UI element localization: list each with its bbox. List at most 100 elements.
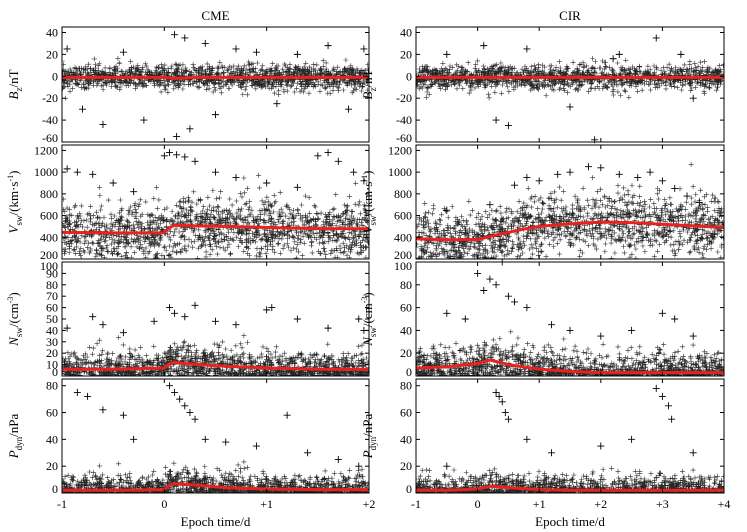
outlier-point	[689, 94, 697, 102]
y-tick-label: 100	[40, 259, 58, 273]
outlier-point	[263, 306, 271, 314]
panel-cir-row-0: -60 -40 -20 0 20 40 Bz/nT	[360, 25, 725, 145]
outlier-point	[304, 449, 312, 457]
x-tick-label: +2	[594, 497, 607, 511]
y-tick-label: 40	[400, 323, 412, 337]
panel-frame	[415, 378, 725, 494]
outlier-point	[63, 165, 71, 173]
outlier-point	[597, 332, 605, 340]
outlier-point	[165, 149, 173, 157]
outlier-point	[683, 192, 691, 200]
mean-line	[62, 223, 369, 235]
outlier-point	[504, 415, 512, 423]
y-tick-label: -40	[396, 113, 412, 127]
outlier-point	[501, 409, 509, 417]
panel-cir-row-2: 0 20 40 60 80 100 Nsw/(cm-3)	[360, 258, 725, 379]
panel-cme-row-1: 200 400 600 800 1000 1200 Vsw/(km·s-1)	[6, 143, 370, 262]
y-axis-label: Pdyn/nPa	[6, 413, 24, 459]
x-tick-label: +4	[718, 497, 731, 511]
y-tick-label: 200	[40, 248, 58, 262]
outlier-point	[554, 170, 562, 178]
y-tick-label: 30	[46, 335, 58, 349]
outlier-point	[191, 157, 199, 165]
mean-line	[416, 358, 724, 375]
outlier-point	[658, 177, 666, 185]
outlier-point	[597, 442, 605, 450]
outlier-point	[314, 152, 322, 160]
outlier-point	[99, 120, 107, 128]
outlier-point	[109, 179, 117, 187]
column-title-cme: CME	[201, 8, 229, 23]
outlier-point	[232, 321, 240, 329]
outlier-point	[130, 435, 138, 443]
mean-line	[416, 484, 724, 492]
outlier-point	[176, 395, 184, 403]
outlier-point	[334, 455, 342, 463]
outlier-point	[212, 111, 219, 119]
y-tick-label: 200	[394, 248, 412, 262]
mean-line	[62, 75, 369, 80]
y-tick-label: 100	[394, 259, 412, 273]
outlier-point	[293, 183, 301, 191]
y-tick-label: 40	[46, 25, 58, 39]
outlier-point	[84, 392, 92, 400]
x-tick-label: 0	[161, 497, 167, 511]
outlier-point	[186, 125, 194, 133]
outlier-point	[523, 304, 531, 312]
scatter-cloud	[416, 161, 724, 259]
panel-frame	[61, 26, 370, 143]
outlier-point	[165, 304, 173, 312]
outlier-point	[668, 415, 676, 423]
scatter-cloud	[416, 329, 724, 376]
outlier-point	[324, 149, 332, 157]
mean-line	[62, 482, 369, 492]
y-tick-label: 0	[406, 482, 412, 496]
y-tick-label: 20	[46, 47, 58, 61]
outlier-point	[181, 313, 189, 321]
outlier-point	[181, 34, 189, 42]
outlier-point	[615, 170, 623, 178]
outlier-point	[99, 406, 107, 414]
outlier-point	[689, 449, 697, 457]
outlier-point	[665, 402, 673, 410]
y-tick-label: 40	[46, 323, 58, 337]
y-tick-label: 1200	[388, 143, 412, 157]
y-tick-label: 80	[400, 278, 412, 292]
y-axis-label: Vsw/(km·s-1)	[6, 171, 24, 234]
y-axis-label: Nsw/(cm-3)	[360, 292, 378, 347]
outlier-point	[480, 287, 488, 294]
outlier-point	[268, 304, 276, 312]
outlier-point	[535, 177, 543, 185]
outlier-point	[73, 388, 81, 396]
outlier-point	[652, 34, 660, 42]
panel-frame	[415, 26, 725, 143]
outlier-point	[201, 435, 209, 443]
y-tick-label: 800	[394, 187, 412, 201]
outlier-point	[523, 174, 531, 182]
outlier-point	[89, 313, 97, 321]
outlier-point	[597, 164, 605, 172]
outlier-point	[523, 435, 531, 443]
outlier-point	[646, 168, 654, 176]
outlier-point	[140, 116, 148, 124]
outlier-point	[273, 100, 281, 108]
x-axis-label: Epoch time/d	[181, 514, 251, 529]
outlier-point	[689, 332, 697, 340]
outlier-point	[181, 402, 189, 410]
outlier-point	[283, 411, 291, 419]
outlier-point	[350, 168, 358, 176]
y-tick-label: 0	[406, 69, 412, 83]
mean-line	[62, 360, 369, 371]
outlier-point	[63, 324, 71, 332]
outlier-point	[73, 168, 81, 176]
outlier-point	[212, 317, 219, 325]
outlier-point	[173, 151, 181, 159]
y-tick-label: 20	[400, 346, 412, 360]
outlier-point	[78, 105, 86, 113]
y-tick-label: 600	[394, 209, 412, 223]
outlier-point	[360, 45, 368, 53]
